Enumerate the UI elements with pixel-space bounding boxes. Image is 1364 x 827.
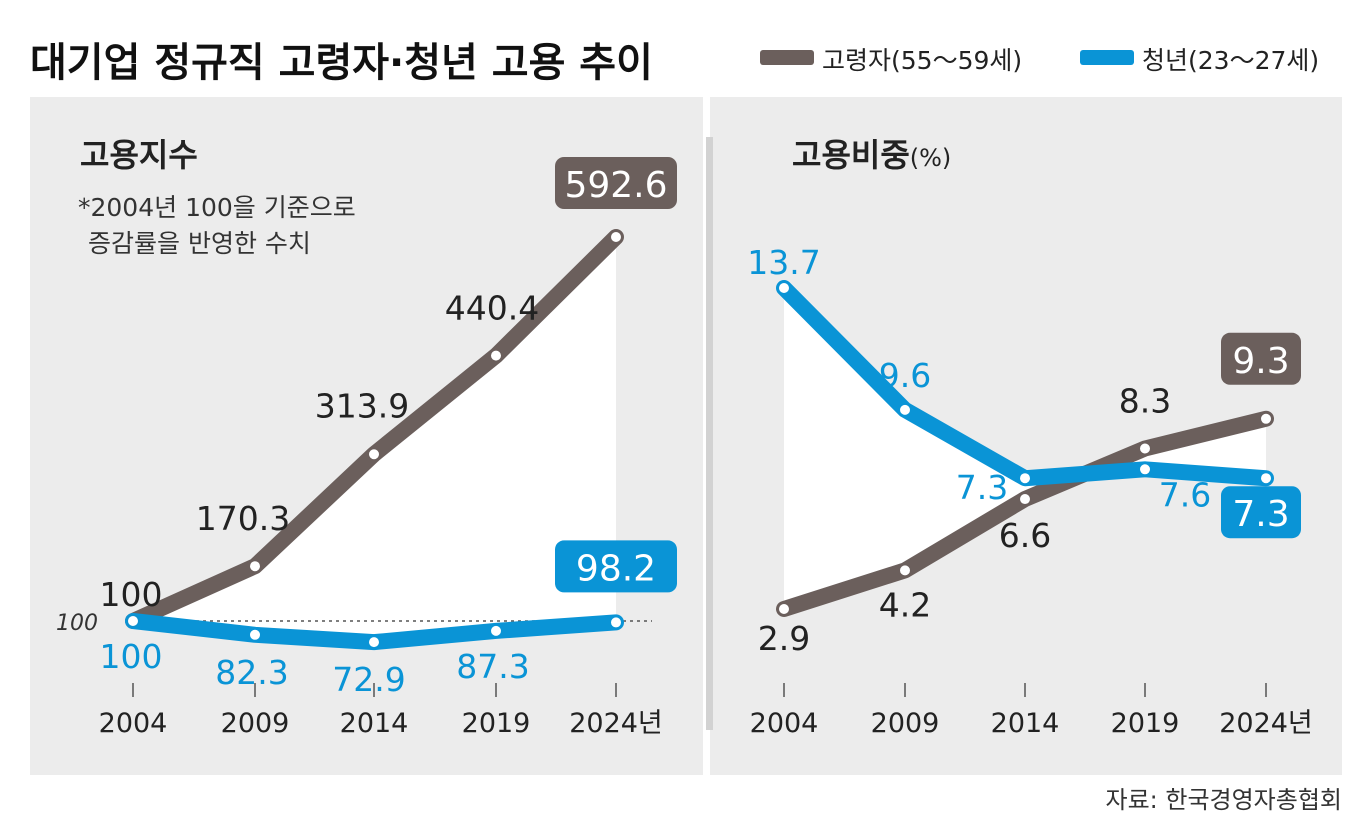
x-tick-label: 2004 bbox=[750, 708, 819, 739]
x-tick-label: 2009 bbox=[871, 708, 940, 739]
youth-data-point bbox=[1139, 463, 1151, 476]
elder-data-point bbox=[1019, 493, 1031, 506]
x-tick-label: 2024년 bbox=[1219, 708, 1313, 739]
x-tick-label: 2009 bbox=[221, 708, 290, 739]
baseline-label: 100 bbox=[56, 611, 98, 636]
youth-data-point bbox=[368, 636, 380, 649]
elder-data-label: 170.3 bbox=[196, 499, 290, 538]
elder-data-point bbox=[610, 231, 622, 243]
panel-divider bbox=[706, 137, 713, 730]
youth-final-value-badge bbox=[1221, 486, 1301, 539]
youth-data-label: 100 bbox=[100, 637, 163, 676]
elder-final-value-label: 9.3 bbox=[1232, 341, 1289, 382]
youth-final-value-label: 98.2 bbox=[576, 548, 656, 589]
youth-data-label: 7.3 bbox=[956, 468, 1008, 507]
youth-data-point bbox=[490, 624, 502, 637]
x-tick-label: 2014 bbox=[991, 708, 1060, 739]
elder-data-point bbox=[899, 564, 911, 577]
elder-data-label: 4.2 bbox=[879, 585, 931, 624]
youth-data-label: 9.6 bbox=[879, 356, 931, 395]
main-title: 대기업 정규직 고령자·청년 고용 추이 bbox=[30, 40, 653, 86]
chart-right-area-between bbox=[784, 288, 1266, 609]
x-tick-label: 2019 bbox=[1111, 708, 1180, 739]
youth-final-value-label: 7.3 bbox=[1232, 494, 1289, 535]
elder-data-label: 100 bbox=[100, 575, 163, 614]
elder-data-label: 313.9 bbox=[315, 386, 409, 425]
elder-data-label: 2.9 bbox=[758, 619, 810, 658]
elder-data-point bbox=[368, 448, 380, 461]
x-tick-label: 2004 bbox=[99, 708, 168, 739]
youth-data-point bbox=[778, 282, 790, 294]
legend-elder-label: 고령자(55～59세) bbox=[822, 46, 1022, 75]
youth-data-label: 87.3 bbox=[456, 647, 529, 686]
youth-data-label: 7.6 bbox=[1159, 475, 1211, 514]
index-note-line-1: *2004년 100을 기준으로 bbox=[78, 193, 356, 222]
youth-data-point bbox=[249, 628, 261, 641]
youth-data-point bbox=[127, 615, 139, 627]
legend-youth-label: 청년(23～27세) bbox=[1142, 46, 1319, 75]
share-chart-title-main: 고용비중 bbox=[792, 136, 910, 174]
elder-final-value-label: 592.6 bbox=[564, 165, 667, 206]
elder-data-label: 8.3 bbox=[1119, 382, 1171, 421]
legend-youth-swatch bbox=[1080, 50, 1134, 65]
elder-data-point bbox=[778, 603, 790, 615]
x-tick-label: 2024년 bbox=[569, 708, 663, 739]
index-note-line-2: 증감률을 반영한 수치 bbox=[88, 229, 311, 258]
index-chart: 100 2004 2009 2014 2019 2024년 100 170.3 313.9 440… bbox=[56, 157, 677, 739]
elder-final-value-badge bbox=[555, 157, 677, 209]
legend-elder-swatch bbox=[760, 50, 814, 65]
elder-data-point bbox=[249, 560, 261, 573]
elder-data-point bbox=[490, 349, 502, 362]
elder-data-point bbox=[1260, 412, 1272, 425]
chart-left-area-between bbox=[133, 237, 616, 643]
youth-data-label: 13.7 bbox=[747, 243, 820, 282]
youth-data-point bbox=[1019, 472, 1031, 485]
youth-data-label: 72.9 bbox=[332, 660, 405, 699]
index-chart-title: 고용지수 bbox=[80, 136, 198, 174]
share-chart: 2004 2009 2014 2019 2024년 2.9 4.2 6.6 8.3 9.3 13.7… bbox=[747, 243, 1313, 739]
share-chart-unit: (%) bbox=[910, 144, 952, 172]
youth-data-label: 82.3 bbox=[215, 653, 288, 692]
source-label: 자료: 한국경영자총협회 bbox=[1105, 786, 1342, 814]
youth-data-point bbox=[610, 616, 622, 629]
elder-data-label: 440.4 bbox=[445, 289, 539, 328]
x-tick-label: 2014 bbox=[340, 708, 409, 739]
elder-data-point bbox=[1139, 442, 1151, 455]
x-tick-label: 2019 bbox=[462, 708, 531, 739]
youth-final-value-badge bbox=[555, 540, 677, 593]
legend: 고령자(55～59세) 청년(23～27세) bbox=[760, 46, 1319, 75]
youth-data-point bbox=[1260, 472, 1272, 485]
share-chart-title: 고용비중(%) bbox=[792, 136, 951, 174]
elder-final-value-badge bbox=[1221, 332, 1301, 385]
youth-data-point bbox=[899, 403, 911, 416]
elder-data-label: 6.6 bbox=[999, 516, 1051, 555]
